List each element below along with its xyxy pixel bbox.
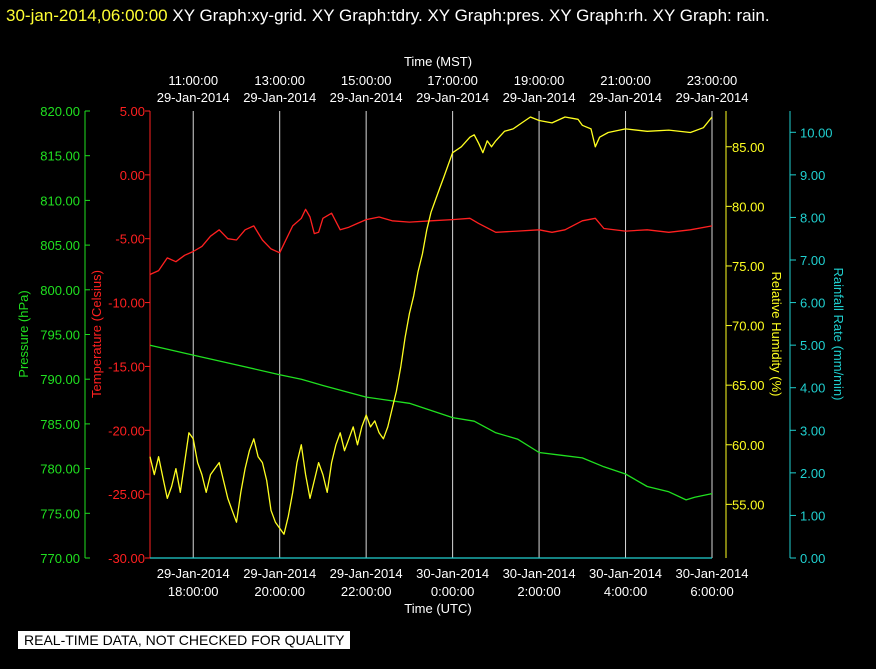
temperature-axis-label: Temperature (Celsius) xyxy=(89,270,104,398)
rain-tick-label: 8.00 xyxy=(800,210,825,225)
top-time-axis: Time (MST) 11:00:00 29-Jan-2014 13:00:00 29-… xyxy=(157,54,749,105)
bottom-tick-date: 30-Jan-2014 xyxy=(676,566,749,581)
rain-tick-label: 0.00 xyxy=(800,551,825,566)
bottom-tick-time: 2:00:00 xyxy=(517,584,560,599)
humidity-tick-label: 60.00 xyxy=(732,438,765,453)
title-timestamp: 30-jan-2014,06:00:00 xyxy=(6,6,168,25)
series-line-tdry xyxy=(149,208,713,276)
top-tick-date: 29-Jan-2014 xyxy=(330,90,403,105)
bottom-tick-date: 30-Jan-2014 xyxy=(416,566,489,581)
temperature-tick-label: -30.00 xyxy=(108,551,145,566)
humidity-tick-label: 55.00 xyxy=(732,497,765,512)
rain-tick-label: 3.00 xyxy=(800,423,825,438)
top-tick-time: 23:00:00 xyxy=(687,73,738,88)
rain-tick-label: 10.00 xyxy=(800,125,833,140)
temperature-tick-label: -15.00 xyxy=(108,359,145,374)
plot-frame xyxy=(149,111,727,558)
grid xyxy=(192,111,713,558)
bottom-tick-time: 6:00:00 xyxy=(690,584,733,599)
temperature-tick-label: -5.00 xyxy=(115,232,145,247)
bottom-tick-time: 18:00:00 xyxy=(168,584,219,599)
pressure-tick-label: 770.00 xyxy=(40,551,80,566)
bottom-tick-date: 29-Jan-2014 xyxy=(330,566,403,581)
top-tick-time: 21:00:00 xyxy=(600,73,651,88)
humidity-tick-label: 65.00 xyxy=(732,378,765,393)
top-tick-date: 29-Jan-2014 xyxy=(589,90,662,105)
top-tick-date: 29-Jan-2014 xyxy=(243,90,316,105)
pressure-tick-label: 780.00 xyxy=(40,462,80,477)
pressure-tick-label: 815.00 xyxy=(40,149,80,164)
rain-tick-label: 1.00 xyxy=(800,508,825,523)
temperature-tick-label: 5.00 xyxy=(120,104,145,119)
graph-title: 30-jan-2014,06:00:00 XY Graph:xy-grid. X… xyxy=(6,3,866,29)
series-line-rh xyxy=(149,116,713,535)
rain-tick-label: 2.00 xyxy=(800,466,825,481)
pressure-tick-label: 805.00 xyxy=(40,238,80,253)
rain-tick-label: 6.00 xyxy=(800,296,825,311)
top-tick-date: 29-Jan-2014 xyxy=(157,90,230,105)
title-graph-list: XY Graph:xy-grid. XY Graph:tdry. XY Grap… xyxy=(167,6,770,25)
humidity-tick-label: 75.00 xyxy=(732,259,765,274)
temperature-tick-label: -20.00 xyxy=(108,423,145,438)
temperature-tick-label: -10.00 xyxy=(108,296,145,311)
value-axes: 770.00 775.00 780.00 785.00 790.00 795.00 800.… xyxy=(16,104,846,566)
rain-tick-label: 4.00 xyxy=(800,381,825,396)
pressure-tick-label: 785.00 xyxy=(40,417,80,432)
bottom-tick-time: 20:00:00 xyxy=(254,584,305,599)
bottom-tick-date: 29-Jan-2014 xyxy=(243,566,316,581)
pressure-axis-label: Pressure (hPa) xyxy=(16,290,31,377)
top-tick-time: 17:00:00 xyxy=(427,73,478,88)
series-lines xyxy=(149,116,713,559)
top-tick-time: 19:00:00 xyxy=(514,73,565,88)
quality-notice: REAL-TIME DATA, NOT CHECKED FOR QUALITY xyxy=(18,631,351,649)
top-tick-time: 11:00:00 xyxy=(168,73,218,88)
humidity-tick-label: 85.00 xyxy=(732,140,765,155)
rain-axis-label: Rainfall Rate (mm/min) xyxy=(831,268,846,401)
bottom-tick-date: 29-Jan-2014 xyxy=(157,566,230,581)
bottom-tick-date: 30-Jan-2014 xyxy=(503,566,576,581)
top-tick-date: 29-Jan-2014 xyxy=(503,90,576,105)
pressure-tick-label: 810.00 xyxy=(40,193,80,208)
rain-tick-label: 5.00 xyxy=(800,338,825,353)
top-tick-time: 13:00:00 xyxy=(254,73,305,88)
pressure-tick-label: 795.00 xyxy=(40,328,80,343)
pressure-tick-label: 820.00 xyxy=(40,104,80,119)
pressure-tick-label: 775.00 xyxy=(40,506,80,521)
humidity-tick-label: 70.00 xyxy=(732,319,765,334)
top-tick-date: 29-Jan-2014 xyxy=(676,90,749,105)
temperature-tick-label: -25.00 xyxy=(108,487,145,502)
humidity-axis-label: Relative Humidity (%) xyxy=(769,272,784,397)
rain-tick-label: 7.00 xyxy=(800,253,825,268)
top-tick-date: 29-Jan-2014 xyxy=(416,90,489,105)
top-tick-time: 15:00:00 xyxy=(341,73,392,88)
bottom-tick-time: 0:00:00 xyxy=(431,584,474,599)
series-line-pres xyxy=(149,344,713,501)
bottom-time-axis: 29-Jan-2014 18:00:00 29-Jan-2014 20:00:00 29… xyxy=(157,566,749,616)
bottom-tick-time: 4:00:00 xyxy=(604,584,647,599)
pressure-tick-label: 790.00 xyxy=(40,372,80,387)
bottom-axis-label: Time (UTC) xyxy=(404,601,471,616)
pressure-tick-label: 800.00 xyxy=(40,283,80,298)
bottom-tick-date: 30-Jan-2014 xyxy=(589,566,662,581)
top-axis-label: Time (MST) xyxy=(404,54,472,69)
bottom-tick-time: 22:00:00 xyxy=(341,584,392,599)
humidity-tick-label: 80.00 xyxy=(732,199,765,214)
rain-tick-label: 9.00 xyxy=(800,168,825,183)
temperature-tick-label: 0.00 xyxy=(120,168,145,183)
